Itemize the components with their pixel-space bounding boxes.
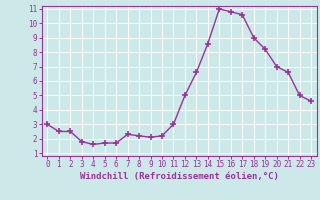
X-axis label: Windchill (Refroidissement éolien,°C): Windchill (Refroidissement éolien,°C) (80, 172, 279, 181)
